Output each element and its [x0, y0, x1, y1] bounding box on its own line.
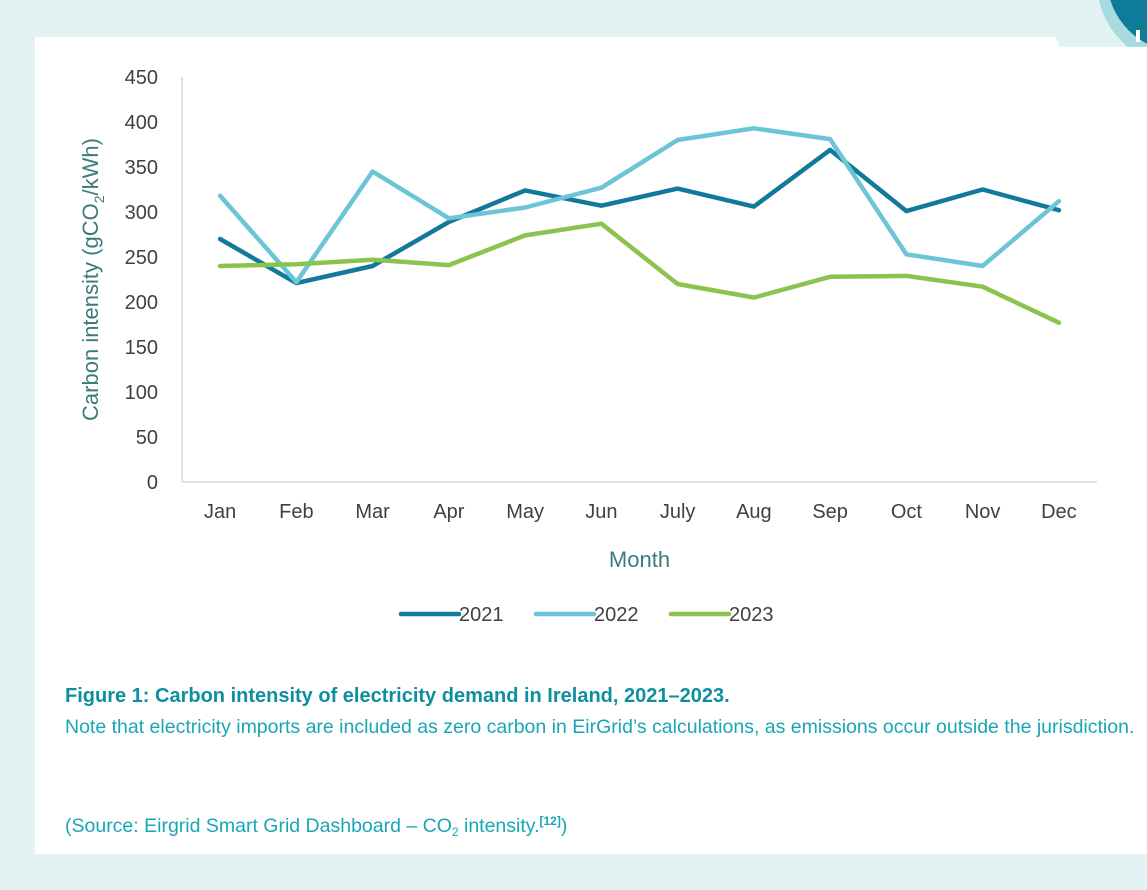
legend: 2021 2022 2023: [398, 604, 774, 626]
y-tick-label: 0: [147, 472, 158, 494]
x-tick-label: Jan: [204, 501, 236, 523]
y-tick-label: 450: [125, 67, 158, 89]
y-axis-title: Carbon intensity (gCO2/kWh): [78, 138, 107, 421]
legend-item-2023: 2023: [668, 604, 774, 626]
legend-label: 2022: [594, 604, 639, 626]
source-text-suffix: intensity.: [458, 815, 540, 837]
y-tick-label: 300: [125, 202, 158, 224]
y-tick-label: 400: [125, 112, 158, 134]
source-text-prefix: (Source: Eirgrid Smart Grid Dashboard – …: [65, 815, 452, 837]
legend-item-2022: 2022: [533, 604, 639, 626]
line-chart: 0 50 100 150 200 250 300 350 400 450 Jan Feb Mar Apr…: [78, 67, 1097, 626]
series-line-2021: [217, 147, 1062, 286]
x-tick-label: Jun: [585, 501, 617, 523]
legend-item-2021: 2021: [398, 604, 504, 626]
y-axis-ticks: 0 50 100 150 200 250 300 350 400 450: [125, 67, 158, 494]
x-axis-title: Month: [609, 547, 670, 572]
source-reference: [12]: [539, 814, 561, 828]
x-tick-label: Aug: [736, 501, 772, 523]
y-tick-label: 200: [125, 292, 158, 314]
series-line-2022: [217, 126, 1062, 285]
y-tick-label: 350: [125, 157, 158, 179]
figure-source: (Source: Eirgrid Smart Grid Dashboard – …: [65, 808, 567, 845]
x-tick-label: July: [660, 501, 696, 523]
figure-panel: [35, 37, 1147, 854]
x-tick-label: Feb: [279, 501, 313, 523]
x-tick-label: Sep: [812, 501, 848, 523]
y-tick-label: 50: [136, 427, 158, 449]
source-subscript: 2: [451, 825, 459, 839]
x-tick-label: Apr: [433, 501, 464, 523]
x-axis-ticks: Jan Feb Mar Apr May Jun July Aug Sep Oct Nov Dec: [204, 501, 1077, 523]
x-tick-label: Nov: [965, 501, 1001, 523]
legend-label: 2021: [459, 604, 504, 626]
y-tick-label: 250: [125, 247, 158, 269]
series-lines: [217, 126, 1062, 325]
y-tick-label: 100: [125, 382, 158, 404]
source-close: ): [560, 815, 568, 837]
x-tick-label: Oct: [891, 501, 923, 523]
legend-label: 2023: [729, 604, 774, 626]
figure-note: Note that electricity imports are includ…: [65, 716, 1135, 738]
y-tick-label: 150: [125, 337, 158, 359]
x-tick-label: Mar: [355, 501, 390, 523]
series-line-2023: [217, 221, 1062, 325]
corner-decoration: [1036, 0, 1147, 47]
figure-caption: Figure 1: Carbon intensity of electricit…: [65, 683, 1140, 743]
figure-title: Figure 1: Carbon intensity of electricit…: [65, 685, 730, 707]
x-tick-label: May: [506, 501, 544, 523]
x-tick-label: Dec: [1041, 501, 1077, 523]
